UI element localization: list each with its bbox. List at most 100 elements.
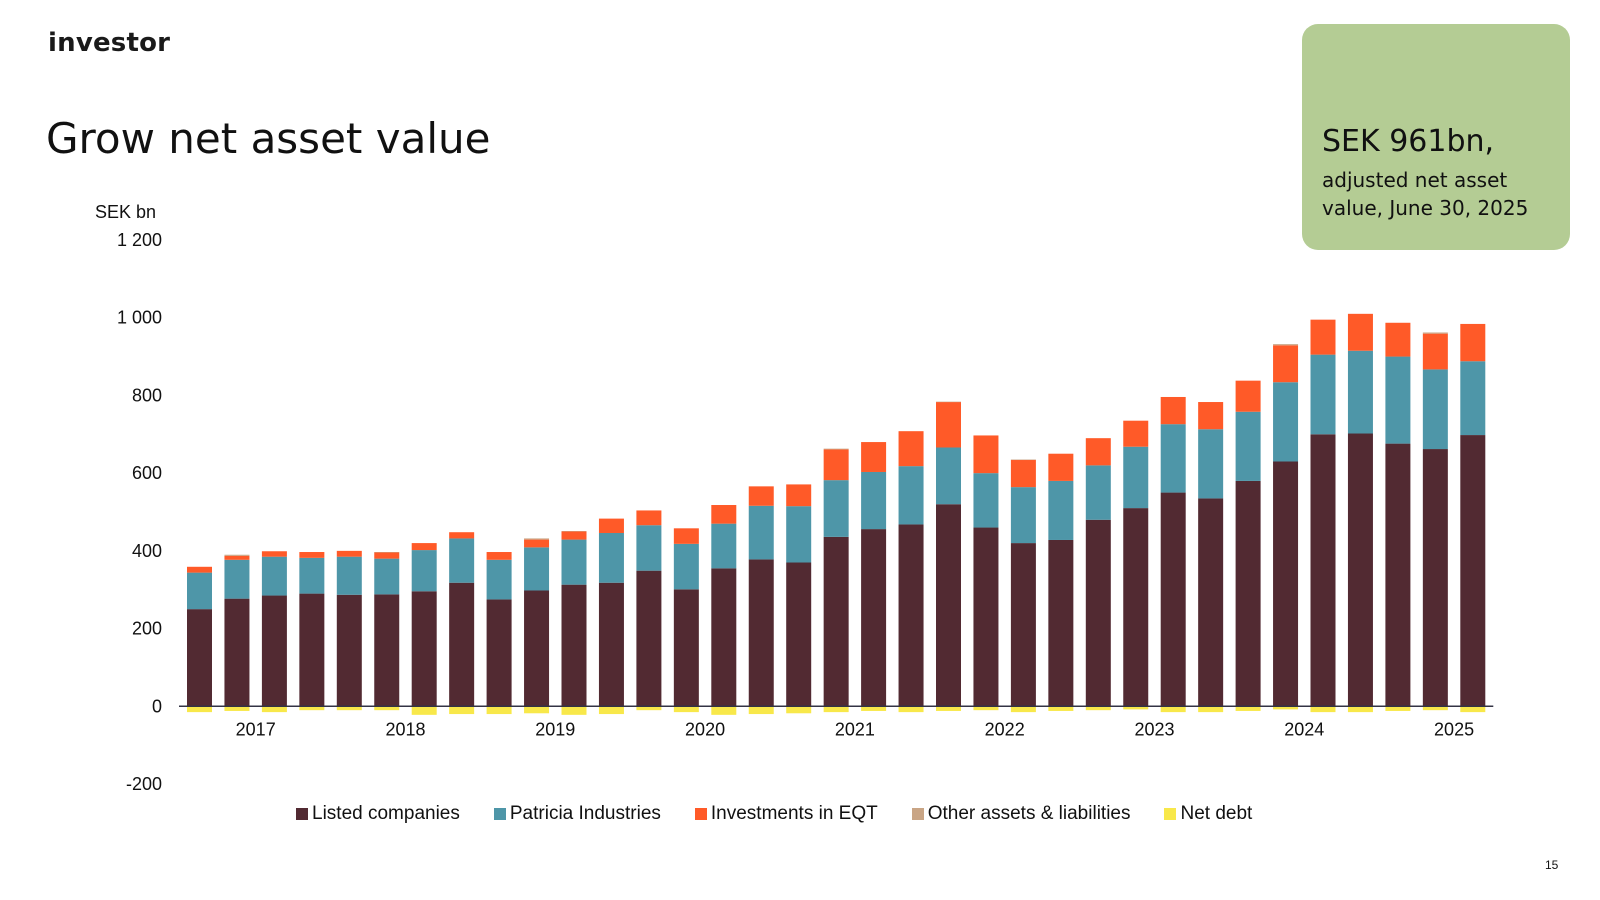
bar-segment <box>1048 480 1074 540</box>
chart-legend: Listed companies Patricia Industries Inves… <box>296 803 1252 825</box>
x-year-label: 2018 <box>385 719 425 739</box>
x-year-label: 2024 <box>1284 719 1324 739</box>
legend-item: Listed companies <box>296 803 460 825</box>
bar-segment <box>898 431 924 467</box>
bar-segment <box>1347 313 1373 351</box>
bar-segment <box>1422 333 1448 370</box>
bar-segment <box>711 523 737 569</box>
bar-segment <box>561 706 587 715</box>
bar-segment <box>1460 323 1486 362</box>
bar-segment <box>823 449 849 481</box>
bar-segment <box>636 570 662 707</box>
bar-segment <box>1160 424 1186 493</box>
bar-segment <box>898 706 924 713</box>
bar-segment <box>1460 706 1486 713</box>
callout-text: adjusted net asset value, June 30, 2025 <box>1322 168 1529 220</box>
bar-segment <box>374 552 400 559</box>
y-tick-label: 800 <box>132 385 162 405</box>
bar-segment <box>187 566 212 573</box>
legend-swatch <box>296 808 308 820</box>
bar-segment <box>1085 465 1111 520</box>
bar-segment <box>973 473 999 528</box>
bar-segment <box>411 543 437 551</box>
bar-segment <box>374 558 400 595</box>
bar-segment <box>1422 332 1448 334</box>
bar-segment <box>486 559 512 600</box>
bar-segment <box>1198 402 1224 430</box>
y-tick-label: 1 000 <box>117 308 162 328</box>
bars <box>187 313 1486 715</box>
bar-segment <box>524 590 550 707</box>
bar-segment <box>1385 706 1411 711</box>
bar-segment <box>1347 706 1373 713</box>
bar-segment <box>1235 706 1261 711</box>
bar-segment <box>299 557 325 594</box>
bar-segment <box>823 536 849 707</box>
bar-segment <box>1010 459 1036 461</box>
bar-segment <box>1347 433 1373 707</box>
bar-segment <box>973 706 999 711</box>
bar-segment <box>1422 449 1448 707</box>
nav-callout-box: SEK 961bn, adjusted net asset value, Jun… <box>1302 24 1570 250</box>
bar-segment <box>1310 706 1336 713</box>
bar-segment <box>711 706 737 715</box>
bar-segment <box>336 550 362 557</box>
bar-segment <box>673 543 699 590</box>
y-tick-label: 0 <box>152 696 162 716</box>
bar-segment <box>524 539 550 548</box>
bar-segment <box>1273 345 1299 383</box>
bar-segment <box>1310 319 1336 355</box>
bar-segment <box>973 527 999 707</box>
bar-segment <box>1123 446 1149 509</box>
bar-segment <box>1235 380 1261 412</box>
bar-segment <box>748 486 774 506</box>
bar-segment <box>861 706 887 711</box>
bar-segment <box>1310 434 1336 707</box>
bar-segment <box>973 435 999 474</box>
bar-segment <box>1010 706 1036 713</box>
bar-segment <box>561 539 587 585</box>
bar-segment <box>411 550 437 592</box>
bar-segment <box>1385 443 1411 707</box>
bar-segment <box>1048 706 1074 711</box>
y-tick-label: 1 200 <box>117 230 162 250</box>
y-axis-ticks: 1 200 1 000 800 600 400 200 0 -200 <box>117 230 162 794</box>
bar-segment <box>1235 480 1261 707</box>
x-year-label: 2022 <box>985 719 1025 739</box>
bar-segment <box>936 401 961 403</box>
bar-segment <box>374 552 400 553</box>
bar-segment <box>561 531 587 532</box>
legend-label: Net debt <box>1180 803 1253 824</box>
bar-segment <box>1010 543 1036 707</box>
y-tick-label: -200 <box>126 774 162 794</box>
bar-segment <box>261 706 287 713</box>
bar-segment <box>1048 453 1074 481</box>
legend-swatch <box>694 808 707 820</box>
bar-segment <box>748 505 774 560</box>
legend-swatch <box>493 808 506 820</box>
bar-segment <box>374 594 400 707</box>
bar-segment <box>936 504 961 707</box>
bar-segment <box>823 448 849 450</box>
bar-segment <box>598 582 624 707</box>
bar-segment <box>1273 344 1299 346</box>
bar-segment <box>936 402 961 448</box>
bar-segment <box>224 554 250 556</box>
x-year-label: 2021 <box>835 719 875 739</box>
page-number: 15 <box>1545 858 1559 872</box>
legend-swatch <box>1164 808 1177 820</box>
bar-segment <box>636 706 662 711</box>
bar-segment <box>1198 498 1224 707</box>
x-year-label: 2025 <box>1434 719 1474 739</box>
y-tick-label: 600 <box>132 463 162 483</box>
bar-segment <box>1273 382 1299 462</box>
bar-segment <box>449 538 475 583</box>
bar-segment <box>1010 487 1036 544</box>
legend-item: Net debt <box>1164 803 1252 825</box>
bar-segment <box>1048 539 1074 707</box>
bar-segment <box>449 706 475 715</box>
bar-segment <box>299 552 325 558</box>
bar-segment <box>336 706 362 711</box>
bar-segment <box>187 706 212 713</box>
bar-segment <box>1385 322 1411 357</box>
